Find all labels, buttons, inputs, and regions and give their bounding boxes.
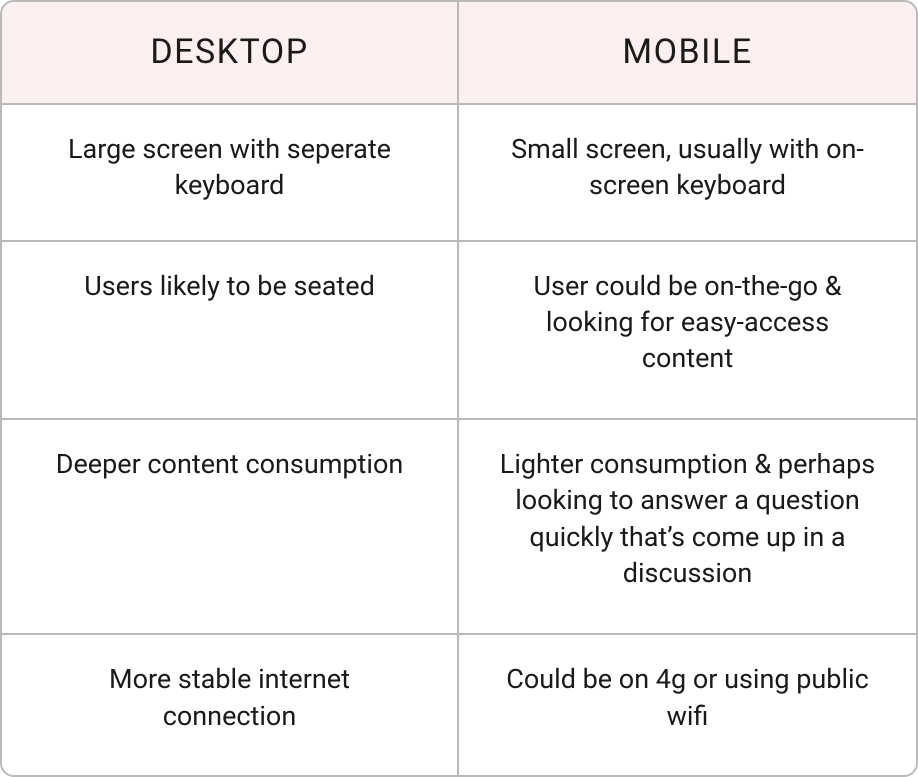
table-row: Deeper content consumption Lighter consu…	[2, 418, 916, 634]
table-cell: Lighter consumption & perhaps looking to…	[459, 420, 916, 634]
table-row: Users likely to be seated User could be …	[2, 240, 916, 418]
cell-text: User could be on-the-go & looking for ea…	[499, 268, 876, 377]
table-cell: Large screen with seperate keyboard	[2, 105, 459, 240]
column-header-desktop: DESKTOP	[2, 2, 459, 103]
table-row: Large screen with seperate keyboard Smal…	[2, 103, 916, 240]
table-cell: Could be on 4g or using public wifi	[459, 635, 916, 775]
table-row: More stable internet connection Could be…	[2, 633, 916, 775]
table-cell: More stable internet connection	[2, 635, 459, 775]
comparison-table: DESKTOP MOBILE Large screen with seperat…	[0, 0, 918, 777]
column-header-label: DESKTOP	[150, 30, 308, 76]
column-header-label: MOBILE	[622, 30, 752, 76]
cell-text: More stable internet connection	[42, 661, 417, 734]
table-cell: Deeper content consumption	[2, 420, 459, 634]
cell-text: Deeper content consumption	[56, 446, 404, 482]
cell-text: Could be on 4g or using public wifi	[499, 661, 876, 734]
cell-text: Lighter consumption & perhaps looking to…	[499, 446, 876, 592]
table-cell: Users likely to be seated	[2, 242, 459, 418]
table-cell: Small screen, usually with on-screen key…	[459, 105, 916, 240]
cell-text: Large screen with seperate keyboard	[42, 131, 417, 204]
cell-text: Small screen, usually with on-screen key…	[499, 131, 876, 204]
cell-text: Users likely to be seated	[84, 268, 375, 304]
column-header-mobile: MOBILE	[459, 2, 916, 103]
table-header-row: DESKTOP MOBILE	[2, 2, 916, 103]
table-cell: User could be on-the-go & looking for ea…	[459, 242, 916, 418]
